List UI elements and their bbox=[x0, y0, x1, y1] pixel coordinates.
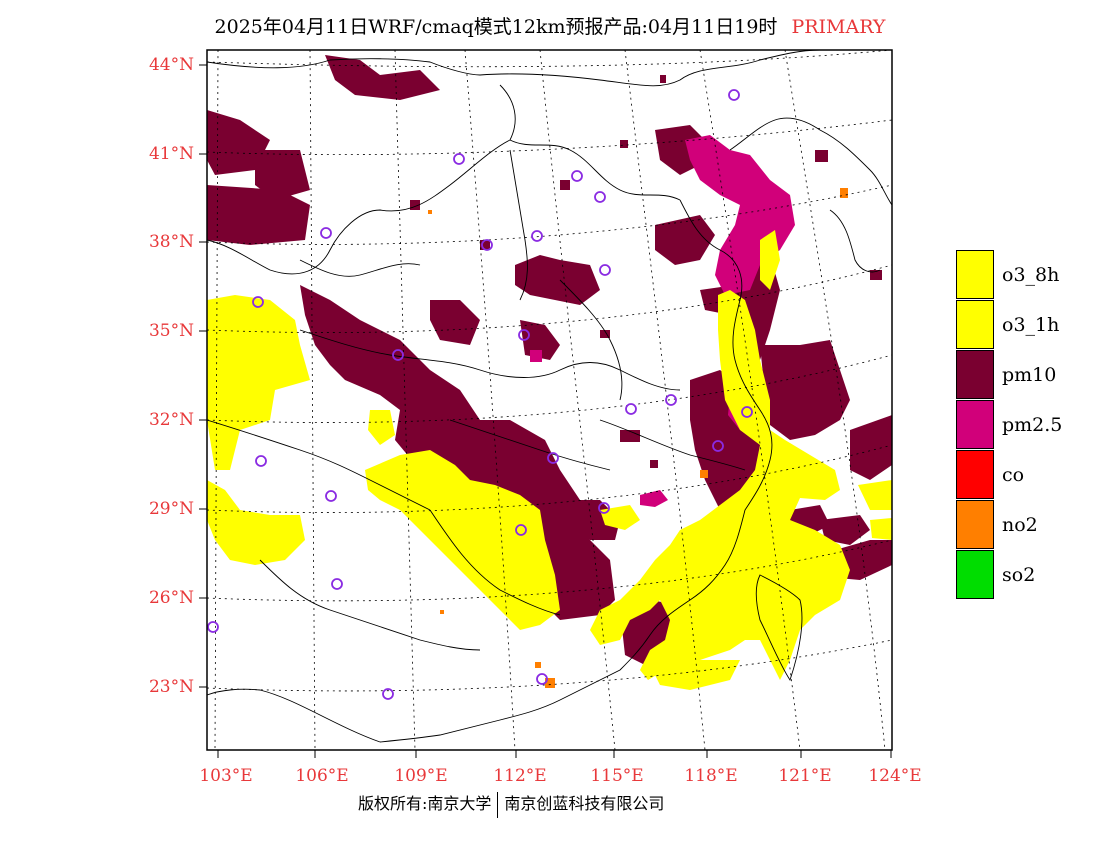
copyright-left: 版权所有:南京大学 bbox=[358, 794, 492, 813]
legend-label-o3-1h: o3_1h bbox=[1002, 314, 1060, 336]
lon-label-121: 121°E bbox=[778, 766, 832, 786]
lat-label-23: 23°N bbox=[148, 677, 194, 697]
lat-label-35: 35°N bbox=[148, 321, 194, 341]
graticule bbox=[207, 50, 892, 750]
legend-swatch-co bbox=[956, 450, 994, 499]
legend-label-pm10: pm10 bbox=[1002, 364, 1057, 386]
legend-swatch-pm10 bbox=[956, 350, 994, 399]
lat-label-29: 29°N bbox=[148, 499, 194, 519]
title-tag: PRIMARY bbox=[791, 16, 886, 38]
no2-layer bbox=[428, 188, 848, 688]
axis-ticks bbox=[199, 64, 892, 758]
lon-label-109: 109°E bbox=[394, 766, 448, 786]
legend-label-co: co bbox=[1002, 464, 1025, 486]
legend-label-pm25: pm2.5 bbox=[1002, 414, 1063, 436]
legend-label-so2: so2 bbox=[1002, 564, 1036, 586]
lat-label-44: 44°N bbox=[148, 55, 194, 75]
page-title: 2025年04月11日WRF/cmaq模式12km预报产品:04月11日19时 P… bbox=[0, 12, 1100, 39]
boundary-lines bbox=[207, 50, 892, 743]
lon-label-118: 118°E bbox=[684, 766, 738, 786]
station-markers bbox=[207, 89, 753, 700]
lat-label-41: 41°N bbox=[148, 144, 194, 164]
lon-label-112: 112°E bbox=[493, 766, 547, 786]
lat-label-38: 38°N bbox=[148, 232, 194, 252]
title-main: 2025年04月11日WRF/cmaq模式12km预报产品:04月11日19时 bbox=[214, 16, 778, 38]
lat-label-32: 32°N bbox=[148, 410, 194, 430]
legend-label-no2: no2 bbox=[1002, 514, 1038, 536]
map-plot-area bbox=[207, 50, 892, 750]
lon-label-124: 124°E bbox=[868, 766, 922, 786]
o3-layer bbox=[207, 230, 892, 690]
legend-swatch-pm25 bbox=[956, 400, 994, 449]
legend-swatch-so2 bbox=[956, 550, 994, 599]
lon-label-106: 106°E bbox=[295, 766, 349, 786]
copyright-footer: 版权所有:南京大学 南京创蓝科技有限公司 bbox=[358, 790, 664, 818]
map-frame bbox=[206, 49, 893, 751]
copyright-right: 南京创蓝科技有限公司 bbox=[504, 794, 665, 813]
legend-swatch-no2 bbox=[956, 500, 994, 549]
legend-swatch-o3-1h bbox=[956, 300, 994, 349]
lon-label-115: 115°E bbox=[590, 766, 644, 786]
lat-label-26: 26°N bbox=[148, 588, 194, 608]
legend-swatch-o3-8h bbox=[956, 250, 994, 299]
legend-label-o3-8h: o3_8h bbox=[1002, 264, 1060, 286]
lon-label-103: 103°E bbox=[199, 766, 253, 786]
footer-divider bbox=[497, 791, 499, 818]
